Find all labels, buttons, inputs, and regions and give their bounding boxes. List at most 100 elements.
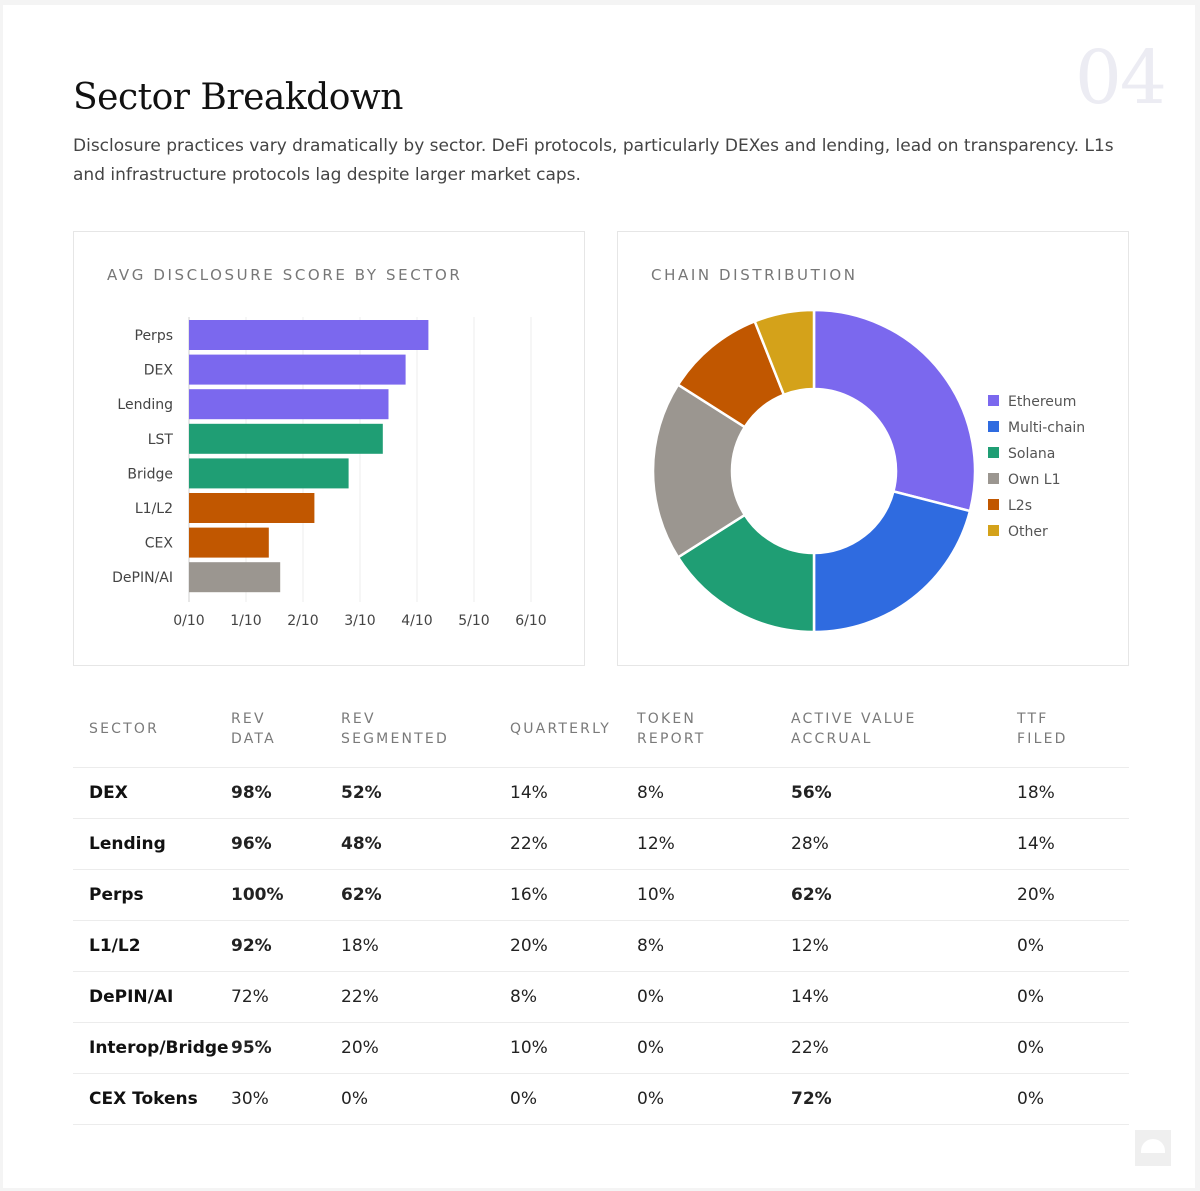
table-row: DEX 98% 52% 14% 8% 56% 18% (73, 767, 1129, 819)
legend-label: Ethereum (1008, 394, 1076, 410)
table-cell: 0% (1017, 971, 1129, 1023)
page-title: Sector Breakdown (73, 77, 403, 118)
column-header: REV SEGMENTED (341, 711, 449, 747)
bar (189, 527, 269, 558)
table-cell: 95% (231, 1022, 341, 1074)
bar (189, 389, 389, 420)
table-cell: 28% (791, 818, 1017, 870)
bar-chart: 0/10 1/10 2/10 3/10 4/10 5/10 6/10 Perps DEX Lend… (112, 317, 547, 629)
page-description: Disclosure practices vary dramatically b… (73, 136, 1114, 185)
legend-label: Other (1008, 524, 1048, 540)
legend-swatch (988, 421, 999, 432)
bar (189, 458, 349, 489)
sector-name-cell: DePIN/AI (73, 971, 231, 1023)
legend-swatch (988, 499, 999, 510)
table-cell: 48% (341, 818, 510, 870)
donut-slice (753, 308, 816, 397)
table-cell: 12% (637, 818, 791, 870)
table-cell: 8% (637, 920, 791, 972)
table-cell: 62% (791, 869, 1017, 921)
table-cell: 12% (791, 920, 1017, 972)
donut-chart: Ethereum Multi-chain Solana Own L1 L2s Other (651, 308, 1085, 634)
bar-category-label: DEX (144, 363, 174, 379)
legend-label: L2s (1008, 498, 1032, 514)
legend-swatch (988, 525, 999, 536)
table-cell: 8% (637, 767, 791, 819)
sector-name-cell: L1/L2 (73, 920, 231, 972)
column-header: QUARTERLY (510, 721, 611, 737)
table-cell: 0% (637, 971, 791, 1023)
table-cell: 18% (1017, 767, 1129, 819)
table-cell: 92% (231, 920, 341, 972)
bar-category-label: Lending (117, 397, 173, 413)
bar (189, 320, 429, 350)
table-cell: 0% (1017, 1022, 1129, 1074)
legend-label: Own L1 (1008, 472, 1061, 488)
column-header: REV DATA (231, 711, 276, 747)
bar (189, 562, 281, 593)
table-cell: 96% (231, 818, 341, 870)
table-cell: 98% (231, 767, 341, 819)
table-cell: 20% (341, 1022, 510, 1074)
table-row: Interop/Bridge 95% 20% 10% 0% 22% 0% (73, 1022, 1129, 1074)
bar (189, 423, 383, 454)
legend-swatch (988, 395, 999, 406)
bar-category-label: LST (148, 432, 174, 448)
table-row: Perps 100% 62% 16% 10% 62% 20% (73, 869, 1129, 921)
bar-chart-card: AVG DISCLOSURE SCORE BY SECTOR 0/10 1/10 2… (73, 231, 585, 666)
bar-category-label: Bridge (127, 466, 173, 482)
table-cell: 22% (510, 818, 637, 870)
table-header-row: SECTOR REV DATA REV SEGMENTED QUARTERLY TOKE… (73, 705, 1129, 768)
x-tick-label: 5/10 (458, 613, 489, 629)
table-cell: 0% (637, 1073, 791, 1125)
column-header: ACTIVE VALUE ACCRUAL (791, 711, 917, 747)
x-tick-label: 2/10 (287, 613, 318, 629)
donut-slice (812, 489, 972, 634)
column-header: TOKEN REPORT (637, 711, 706, 747)
table-cell: 100% (231, 869, 341, 921)
legend-swatch (988, 473, 999, 484)
table-cell: 56% (791, 767, 1017, 819)
table-cell: 14% (510, 767, 637, 819)
table-cell: 22% (341, 971, 510, 1023)
sector-name-cell: DEX (73, 767, 231, 819)
table-cell: 10% (637, 869, 791, 921)
table-row: Lending 96% 48% 22% 12% 28% 14% (73, 818, 1129, 870)
bar (189, 493, 315, 523)
table-cell: 62% (341, 869, 510, 921)
sector-name-cell: Lending (73, 818, 231, 870)
donut-slice (651, 383, 747, 559)
table-row: CEX Tokens 30% 0% 0% 0% 72% 0% (73, 1073, 1129, 1125)
table-cell: 18% (341, 920, 510, 972)
table-row: DePIN/AI 72% 22% 8% 0% 14% 0% (73, 971, 1129, 1023)
table-body: DEX 98% 52% 14% 8% 56% 18% Lending 96% 48% 22% 12% 2… (73, 767, 1129, 1125)
donut-chart-card: CHAIN DISTRIBUTION Ethereum Multi-chain So… (617, 231, 1129, 666)
x-tick-label: 1/10 (230, 613, 261, 629)
x-tick-label: 6/10 (515, 613, 546, 629)
donut-slice (812, 308, 977, 513)
table-cell: 10% (510, 1022, 637, 1074)
sector-name-cell: CEX Tokens (73, 1073, 231, 1125)
table-row: L1/L2 92% 18% 20% 8% 12% 0% (73, 920, 1129, 972)
x-tick-label: 3/10 (344, 613, 375, 629)
legend-label: Solana (1008, 446, 1055, 462)
column-header: SECTOR (89, 721, 160, 737)
page: 04 Sector Breakdown Disclosure practices… (3, 5, 1195, 1188)
table-cell: 72% (231, 971, 341, 1023)
bar-category-label: CEX (145, 536, 174, 552)
table-cell: 22% (791, 1022, 1017, 1074)
table-cell: 14% (1017, 818, 1129, 870)
table-cell: 0% (637, 1022, 791, 1074)
table-cell: 52% (341, 767, 510, 819)
sector-table: SECTOR REV DATA REV SEGMENTED QUARTERLY TOKE… (73, 705, 1129, 1125)
table-cell: 14% (791, 971, 1017, 1023)
donut-slice (676, 513, 816, 634)
table-cell: 8% (510, 971, 637, 1023)
logo-icon (1135, 1130, 1171, 1166)
bar-category-label: L1/L2 (135, 501, 173, 517)
page-number: 04 (1074, 35, 1167, 121)
sector-name-cell: Perps (73, 869, 231, 921)
donut-chart-title: CHAIN DISTRIBUTION (651, 266, 858, 284)
sector-name-cell: Interop/Bridge (73, 1022, 231, 1074)
column-header: TTF FILED (1017, 711, 1068, 747)
